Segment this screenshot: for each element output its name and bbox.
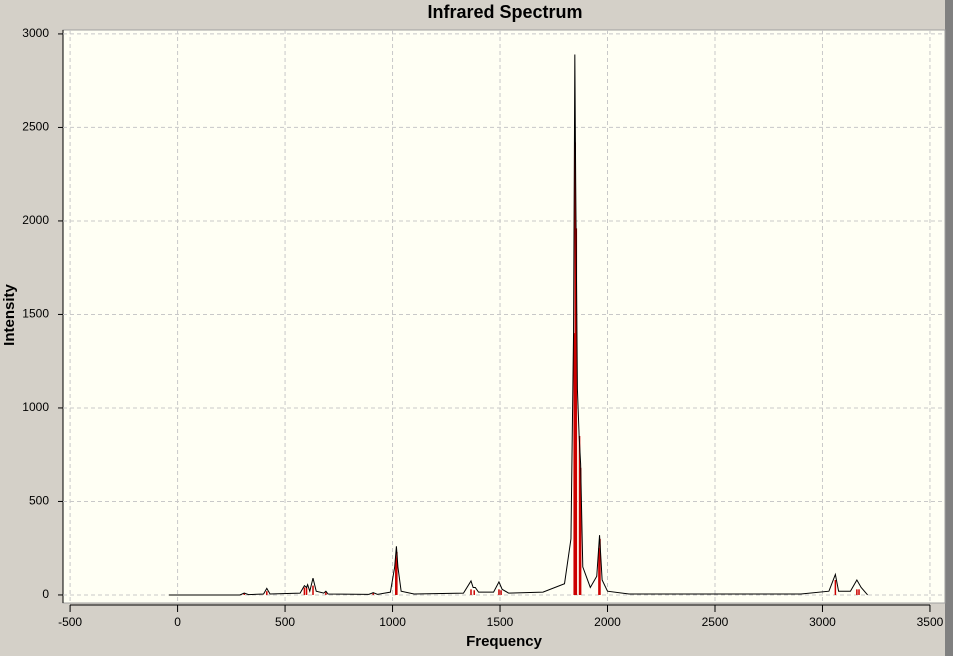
window-edge (945, 0, 953, 656)
x-tick-label: 2500 (702, 615, 729, 629)
x-tick-label: 3000 (809, 615, 836, 629)
x-tick-label: 1500 (487, 615, 514, 629)
x-tick-label: 500 (275, 615, 295, 629)
y-tick-label: 2500 (22, 120, 49, 134)
x-axis-label: Frequency (466, 633, 543, 650)
y-axis-label: Intensity (1, 284, 18, 346)
x-tick-label: 0 (174, 615, 181, 629)
y-tick-label: 1000 (22, 400, 49, 414)
y-tick-label: 3000 (22, 26, 49, 40)
chart-title: Infrared Spectrum (427, 2, 582, 22)
x-tick-label: -500 (58, 615, 82, 629)
y-tick-label: 2000 (22, 213, 49, 227)
x-tick-label: 2000 (594, 615, 621, 629)
y-tick-label: 1500 (22, 307, 49, 321)
y-tick-label: 500 (29, 494, 49, 508)
y-tick-label: 0 (42, 587, 49, 601)
spectrum-line (168, 54, 868, 596)
x-tick-label: 3500 (917, 615, 944, 629)
plot-area (62, 29, 946, 604)
x-tick-label: 1000 (379, 615, 406, 629)
